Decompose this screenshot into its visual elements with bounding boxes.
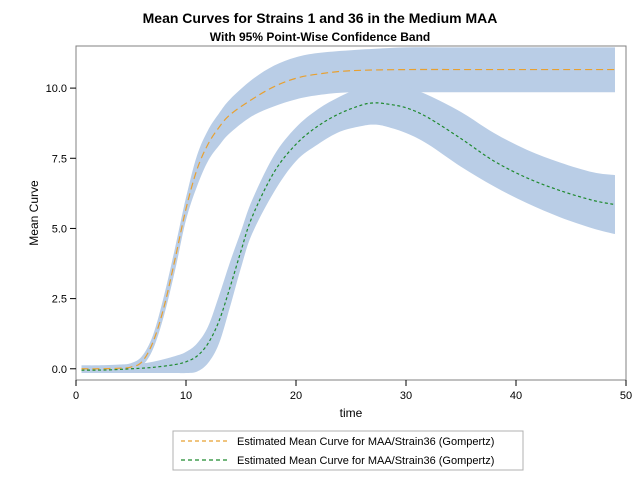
x-tick-label: 50 <box>620 390 632 402</box>
x-axis: 0 10 20 30 40 50 <box>73 380 632 402</box>
mean-curves <box>81 68 616 371</box>
legend: Estimated Mean Curve for MAA/Strain36 (G… <box>172 430 524 471</box>
chart-subtitle: With 95% Point-Wise Confidence Band <box>210 30 430 44</box>
y-tick-label: 0.0 <box>52 364 67 376</box>
y-axis-label: Mean Curve <box>27 180 41 246</box>
confidence-bands <box>81 47 615 374</box>
mean-curve-line-1 <box>81 102 616 371</box>
y-tick-label: 5.0 <box>52 223 67 235</box>
y-tick-label: 10.0 <box>46 83 67 95</box>
plot-frame <box>75 45 627 381</box>
x-tick-label: 10 <box>180 390 192 402</box>
mean-curve-line-0 <box>81 68 615 370</box>
x-tick-label: 40 <box>510 390 522 402</box>
chart-title: Mean Curves for Strains 1 and 36 in the … <box>143 10 498 26</box>
legend-box <box>172 430 524 471</box>
y-axis: 0.0 2.5 5.0 7.5 10.0 <box>46 83 76 376</box>
legend-label: Estimated Mean Curve for MAA/Strain36 (G… <box>237 436 494 448</box>
x-axis-label: time <box>340 406 363 420</box>
y-tick-label: 2.5 <box>52 294 67 306</box>
x-tick-label: 0 <box>73 390 79 402</box>
x-tick-label: 20 <box>290 390 302 402</box>
y-tick-label: 7.5 <box>52 153 67 165</box>
legend-label: Estimated Mean Curve for MAA/Strain36 (G… <box>237 455 494 467</box>
x-tick-label: 30 <box>400 390 412 402</box>
confidence-band-1 <box>81 83 615 374</box>
confidence-band-0 <box>81 47 615 373</box>
